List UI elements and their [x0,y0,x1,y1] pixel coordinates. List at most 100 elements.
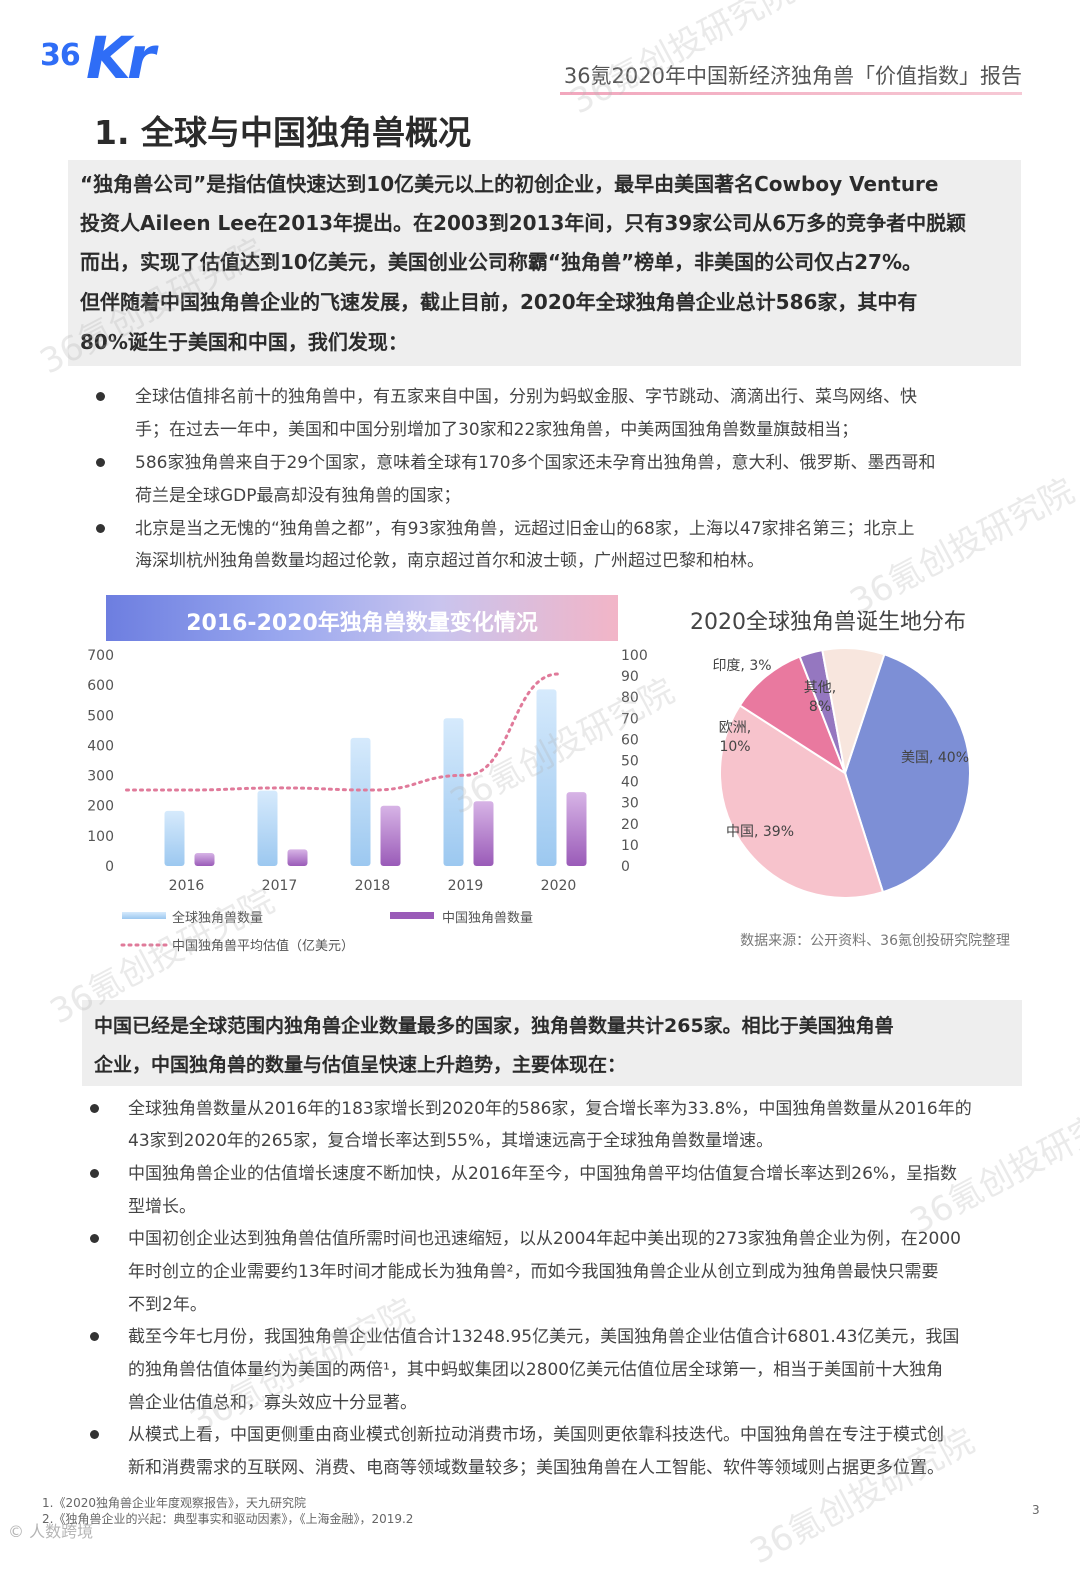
intro-line: 投资人Aileen Lee在2013年提出。在2003到2013年间，只有39家… [80,211,967,235]
bullet-dot [90,1169,99,1178]
pie-label: 印度, 3% [712,658,771,674]
bullet-dot [96,458,105,467]
bullet-line: 43家到2020年的265家，复合增长率达到55%，其增速远高于全球独角兽数量增… [128,1131,774,1151]
bullet-line: 荷兰是全球GDP最高却没有独角兽的国家； [135,486,461,506]
bar-global-unicorns [536,689,557,866]
pie-chart: 美国, 40% 中国, 39% 欧洲, 10% 印度, 3% 其他, 8% 数据来源：公开资料… [712,647,1010,949]
bullet-dot [96,524,105,533]
y-left-tick-label: 0 [105,859,114,875]
bar-china-unicorns [566,792,587,866]
y-right-tick-label: 80 [621,690,639,706]
x-tick-label: 2020 [541,878,577,894]
bar-global-unicorns [164,810,185,866]
pie-label: 8% [809,699,831,715]
bullet-line: 全球估值排名前十的独角兽中，有五家来自中国，分别为蚂蚁金服、字节跳动、滴滴出行、… [135,387,917,407]
bullet-dot [90,1430,99,1439]
bullet-dot [90,1104,99,1113]
intro-line: 80%诞生于美国和中国，我们发现： [80,330,408,354]
x-tick-label: 2017 [262,878,298,894]
bullet-line: 型增长。 [128,1197,196,1217]
bar-china-unicorns [194,853,215,866]
bullet-dot [90,1234,99,1243]
y-right-tick-label: 20 [621,817,639,833]
china-summary-line: 中国已经是全球范围内独角兽企业数量最多的国家，独角兽数量共计265家。相比于美国… [94,1015,894,1037]
footnote: 2.《独角兽企业的兴起：典型事实和驱动因素》，《上海金融》，2019.2 [42,1512,414,1526]
pie-label: 美国, 40% [901,750,969,766]
y-right-tick-label: 100 [621,648,648,664]
y-right-tick-label: 10 [621,838,639,854]
bullet-line: 截至今年七月份，我国独角兽企业估值合计13248.95亿美元，美国独角兽企业估值… [128,1327,960,1347]
y-right-tick-label: 70 [621,711,639,727]
bullet-line: 新和消费需求的互联网、消费、电商等领域数量较多；美国独角兽在人工智能、软件等领域… [128,1458,944,1478]
bullet-line: 全球独角兽数量从2016年的183家增长到2020年的586家，复合增长率为33… [128,1099,972,1119]
bar-china-unicorns [473,801,494,866]
page-number: 3 [1032,1503,1040,1517]
pie-label: 中国, 39% [726,824,794,840]
section-heading: 1. 全球与中国独角兽概况 [94,113,471,152]
bar-china-unicorns [380,805,401,866]
bar-line-chart: 0 100 200 300 400 500 600 700 0 10 20 30 40 50 60 70 80 9… [87,648,648,954]
y-right-tick-label: 30 [621,796,639,812]
watermark: 36氪创投研究院 [843,470,1080,623]
intro-line: 但伴随着中国独角兽企业的飞速发展，截止目前，2020年全球独角兽企业总计586家… [80,290,918,314]
y-left-tick-label: 100 [87,829,114,845]
data-source: 数据来源：公开资料、36氪创投研究院整理 [740,933,1010,949]
logo-36: 36 [40,38,81,73]
intro-box [68,160,1021,366]
pie-slice-欧洲 [738,655,848,776]
bullet-line: 海深圳杭州独角兽数量均超过伦敦，南京超过首尔和波士顿，广州超过巴黎和柏林。 [135,551,764,571]
bullet-line: 不到2年。 [128,1295,207,1315]
footnote: 1.《2020独角兽企业年度观察报告》，天九研究院 [42,1496,306,1510]
pie-label: 10% [719,739,750,755]
pie-label: 欧洲, [719,720,751,736]
legend-swatch-china [390,912,434,919]
pie-chart-title: 2020全球独角兽诞生地分布 [690,610,966,635]
legend-label-avg-valuation: 中国独角兽平均估值（亿美元） [172,938,354,954]
y-left-tick-label: 500 [87,708,114,724]
bullet-line: 中国初创企业达到独角兽估值所需时间也迅速缩短，以从2004年起中美出现的273家… [128,1229,961,1249]
bullet-line: 年时创立的企业需要约13年时间才能成长为独角兽²，而如今我国独角兽企业从创立到成… [128,1262,939,1282]
bullet-dot [96,392,105,401]
bullet-dot [90,1332,99,1341]
y-left-tick-label: 300 [87,769,114,785]
line-china-avg-valuation [125,672,560,792]
y-left-tick-label: 200 [87,799,114,815]
y-right-tick-label: 0 [621,859,630,875]
pie-slice-中国 [719,704,885,899]
bullet-line: 北京是当之无愧的“独角兽之都”，有93家独角兽，远超过旧金山的68家，上海以47… [135,519,915,539]
x-tick-label: 2018 [355,878,391,894]
y-left-tick-label: 600 [87,678,114,694]
header-rule [560,92,1022,95]
intro-line: 而出，实现了估值达到10亿美元，美国创业公司称霸“独角兽”榜单，非美国的公司仅占… [80,250,922,274]
x-tick-label: 2019 [448,878,484,894]
bar-global-unicorns [257,790,278,866]
legend-swatch-global [122,912,166,919]
bar-chart-title: 2016-2020年独角兽数量变化情况 [186,611,538,636]
y-right-tick-label: 40 [621,775,639,791]
y-right-tick-label: 60 [621,732,639,748]
bar-chart-title-banner [106,595,618,641]
bullet-line: 中国独角兽企业的估值增长速度不断加快，从2016年至今，中国独角兽平均估值复合增… [128,1164,958,1184]
bullet-line: 586家独角兽来自于29个国家，意味着全球有170多个国家还未孕育出独角兽，意大… [135,453,936,473]
logo-kr: Kr [86,24,156,92]
bar-global-unicorns [350,737,371,866]
bullet-line: 兽企业估值总和，寡头效应十分显著。 [128,1393,417,1413]
report-title: 36氪2020年中国新经济独角兽「价值指数」报告 [563,64,1022,88]
y-left-tick-label: 400 [87,738,114,754]
bar-china-unicorns [287,849,308,866]
bullet-line: 从模式上看，中国更侧重由商业模式创新拉动消费市场，美国则更依靠科技迭代。中国独角… [128,1425,944,1445]
pie-slice-美国 [843,653,971,894]
bullet-line: 手；在过去一年中，美国和中国分别增加了30家和22家独角兽，中美两国独角兽数量旗… [135,420,859,440]
pie-slice-其他 [821,647,886,774]
bullet-line: 的独角兽估值体量约为美国的两倍¹，其中蚂蚁集团以2800亿美元估值位居全球第一，… [128,1360,944,1380]
y-right-tick-label: 50 [621,754,639,770]
intro-line: “独角兽公司”是指估值快速达到10亿美元以上的初创企业，最早由美国著名Cowbo… [80,172,939,196]
legend-label-global: 全球独角兽数量 [172,910,263,926]
china-summary-line: 企业，中国独角兽的数量与估值呈快速上升趋势，主要体现在： [94,1054,627,1076]
china-summary-box [82,1000,1022,1086]
x-tick-label: 2016 [169,878,205,894]
legend-label-china: 中国独角兽数量 [442,911,533,926]
corner-watermark: © 人数跨境 [8,1522,94,1541]
y-right-tick-label: 90 [621,669,639,685]
bar-global-unicorns [443,718,464,866]
